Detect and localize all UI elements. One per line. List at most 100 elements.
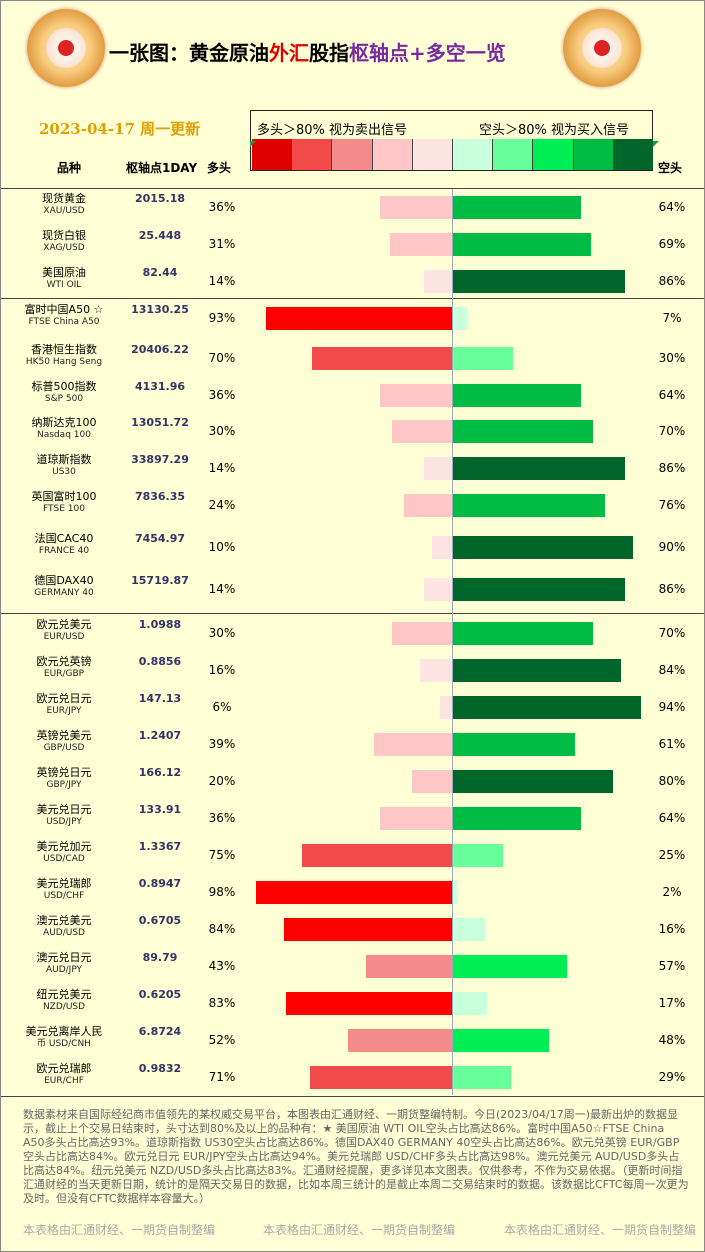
title-part-2: 外汇 bbox=[269, 41, 309, 65]
long-bar bbox=[380, 807, 452, 830]
long-bar bbox=[424, 270, 452, 293]
short-percent: 2% bbox=[662, 885, 682, 899]
instrument-cn: 现货白银 bbox=[42, 229, 86, 242]
short-bar bbox=[453, 384, 581, 407]
instrument-cn: 道琼斯指数 bbox=[36, 453, 92, 466]
short-bar bbox=[453, 807, 581, 830]
short-percent: 70% bbox=[658, 626, 686, 640]
long-bar bbox=[310, 1066, 452, 1089]
pivot-value: 1.3367 bbox=[138, 840, 182, 853]
short-percent: 7% bbox=[662, 311, 682, 325]
instrument-cn: 美元兑日元 bbox=[36, 803, 92, 816]
instrument-name: 英国富时100 FTSE 100 bbox=[19, 490, 109, 516]
instrument-en: FTSE China A50 bbox=[28, 317, 100, 327]
instrument-en: EUR/USD bbox=[43, 632, 85, 642]
long-percent: 75% bbox=[208, 848, 236, 862]
header-name: 品种 bbox=[57, 161, 82, 175]
short-bar bbox=[453, 578, 625, 601]
legend-color-scale bbox=[252, 139, 654, 170]
table-row: 美元兑日元 USD/JPY 133.91 36% 64% bbox=[1, 800, 704, 837]
instrument-en: 币 USD/CNH bbox=[37, 1039, 91, 1049]
long-bar bbox=[266, 307, 452, 330]
title-part-3: 股指 bbox=[309, 41, 349, 65]
legend-swatch bbox=[533, 139, 574, 170]
short-bar bbox=[453, 457, 625, 480]
short-bar bbox=[453, 992, 487, 1015]
header-pivot: 枢轴点1DAY bbox=[126, 161, 198, 175]
long-percent: 30% bbox=[208, 424, 236, 438]
signal-legend: 多头＞80% 视为卖出信号 空头＞80% 视为买入信号 bbox=[250, 110, 654, 171]
long-bar bbox=[404, 494, 452, 517]
instrument-cn: 美元兑瑞郎 bbox=[36, 877, 92, 890]
short-percent: 57% bbox=[658, 959, 686, 973]
long-percent: 31% bbox=[208, 237, 236, 251]
table-row: 英国富时100 FTSE 100 7836.35 24% 76% bbox=[1, 487, 704, 524]
legend-long-text: 多头＞80% 视为卖出信号 bbox=[257, 123, 408, 138]
short-bar bbox=[453, 420, 593, 443]
pivot-value: 13130.25 bbox=[131, 303, 189, 316]
pivot-value: 166.12 bbox=[138, 766, 182, 779]
instrument-en: USD/CAD bbox=[43, 854, 85, 864]
instrument-en: EUR/JPY bbox=[46, 706, 82, 716]
long-percent: 30% bbox=[208, 626, 236, 640]
instrument-en: HK50 Hang Seng bbox=[25, 357, 103, 367]
long-bar bbox=[390, 233, 452, 256]
long-percent: 52% bbox=[208, 1033, 236, 1047]
credit-text: 本表格由汇通财经、一期货自制整编 bbox=[23, 1223, 216, 1237]
instrument-name: 法国CAC40 FRANCE 40 bbox=[19, 532, 109, 558]
short-percent: 84% bbox=[658, 663, 686, 677]
instrument-en: WTI OIL bbox=[46, 280, 82, 290]
short-percent: 29% bbox=[658, 1070, 686, 1084]
table-row: 欧元兑英镑 EUR/GBP 0.8856 16% 84% bbox=[1, 652, 704, 689]
pivot-value: 0.8856 bbox=[138, 655, 182, 668]
table-row: 德国DAX40 GERMANY 40 15719.87 14% 86% bbox=[1, 571, 704, 608]
short-percent: 90% bbox=[658, 540, 686, 554]
instrument-name: 欧元兑瑞郎 EUR/CHF bbox=[19, 1062, 109, 1088]
instrument-en: NZD/USD bbox=[42, 1002, 86, 1012]
long-bar bbox=[432, 536, 452, 559]
instrument-name: 欧元兑日元 EUR/JPY bbox=[19, 692, 109, 718]
pivot-value: 82.44 bbox=[142, 266, 178, 279]
legend-marker-icon bbox=[250, 141, 256, 147]
long-percent: 43% bbox=[208, 959, 236, 973]
pivot-value: 1.2407 bbox=[138, 729, 182, 742]
table-row: 现货白银 XAG/USD 25.448 31% 69% bbox=[1, 226, 704, 263]
short-percent: 30% bbox=[658, 351, 686, 365]
instrument-cn: 纳斯达克100 bbox=[31, 416, 97, 429]
long-bar bbox=[302, 844, 452, 867]
instrument-en: GERMANY 40 bbox=[34, 588, 94, 598]
instrument-name: 富时中国A50 ☆ FTSE China A50 bbox=[19, 303, 109, 329]
header-short: 空头 bbox=[658, 161, 683, 175]
legend-swatch bbox=[372, 139, 413, 170]
instrument-cn: 富时中国A50 ☆ bbox=[24, 303, 104, 316]
instrument-cn: 英国富时100 bbox=[31, 490, 97, 503]
long-bar bbox=[284, 918, 452, 941]
table-row: 澳元兑美元 AUD/USD 0.6705 84% 16% bbox=[1, 911, 704, 948]
instrument-cn: 现货黄金 bbox=[42, 192, 86, 205]
long-percent: 70% bbox=[208, 351, 236, 365]
instrument-name: 美国原油 WTI OIL bbox=[19, 266, 109, 292]
short-bar bbox=[453, 696, 641, 719]
update-date: 2023-04-17 周一更新 bbox=[39, 120, 201, 138]
logo-left bbox=[27, 9, 105, 87]
short-percent: 86% bbox=[658, 461, 686, 475]
short-bar bbox=[453, 347, 513, 370]
instrument-en: FTSE 100 bbox=[43, 504, 85, 514]
long-percent: 24% bbox=[208, 498, 236, 512]
instrument-name: 香港恒生指数 HK50 Hang Seng bbox=[19, 343, 109, 369]
credit-text: 本表格由汇通财经、一期货自制整编 bbox=[263, 1223, 456, 1237]
table-row: 富时中国A50 ☆ FTSE China A50 13130.25 93% 7% bbox=[1, 300, 704, 337]
legend-swatch bbox=[412, 139, 454, 170]
long-percent: 84% bbox=[208, 922, 236, 936]
short-bar bbox=[453, 307, 467, 330]
long-percent: 6% bbox=[212, 700, 232, 714]
pivot-value: 6.8724 bbox=[138, 1025, 182, 1038]
short-percent: 64% bbox=[658, 388, 686, 402]
table-row: 欧元兑瑞郎 EUR/CHF 0.9832 71% 29% bbox=[1, 1059, 704, 1096]
short-percent: 25% bbox=[658, 848, 686, 862]
instrument-en: GBP/JPY bbox=[46, 780, 82, 790]
long-bar bbox=[366, 955, 452, 978]
instrument-name: 美元兑加元 USD/CAD bbox=[19, 840, 109, 866]
long-bar bbox=[412, 770, 452, 793]
